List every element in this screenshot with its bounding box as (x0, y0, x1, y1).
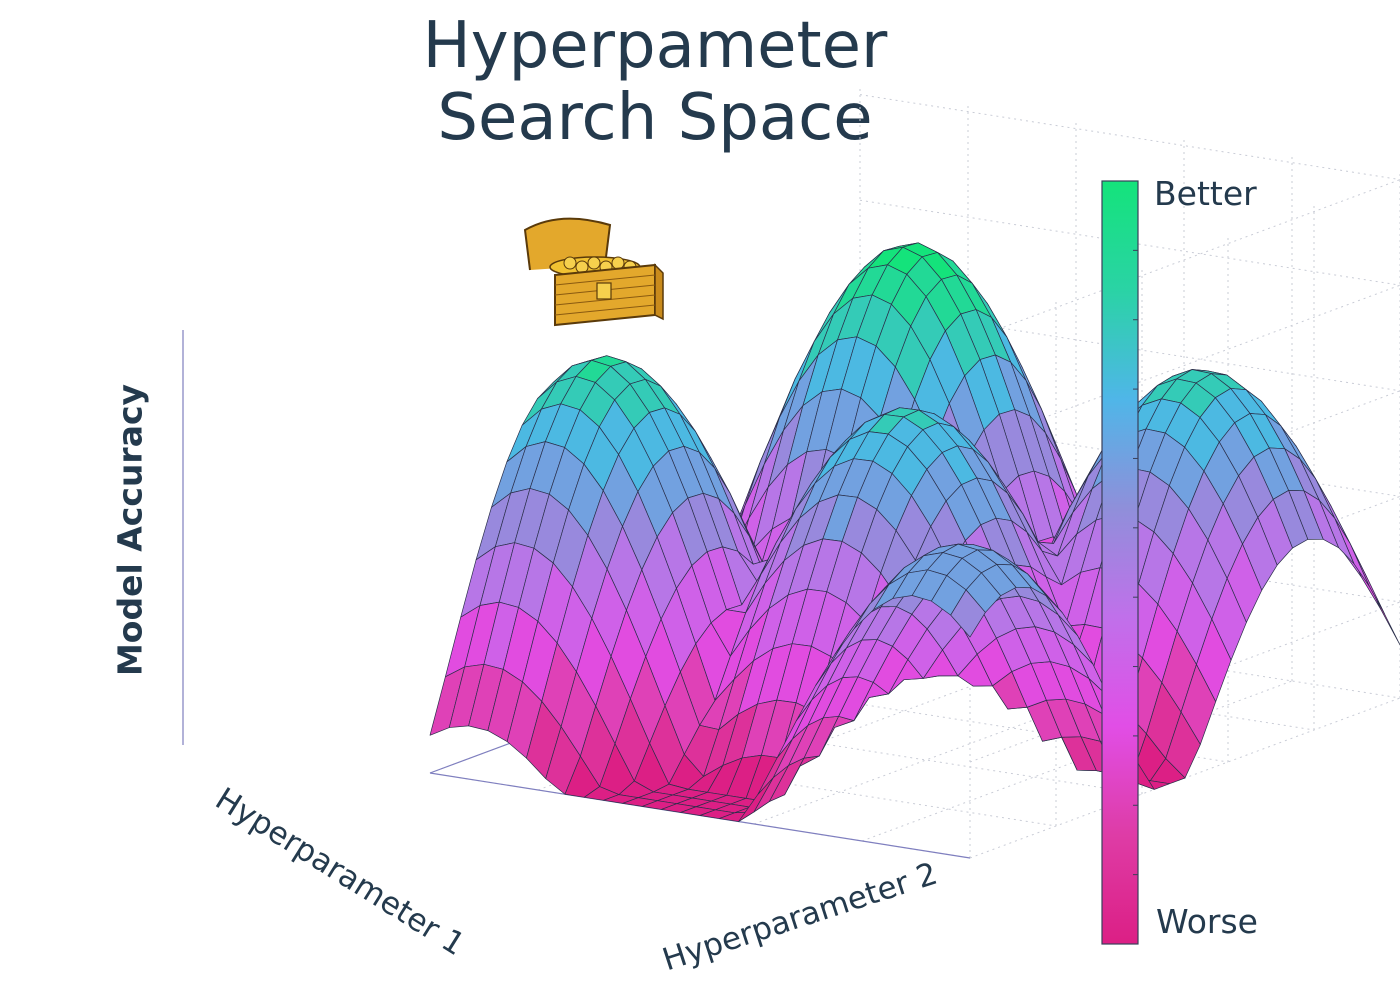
colorbar-top-label: Better (1154, 174, 1257, 213)
title-line-1: Hyperpameter (422, 9, 888, 83)
z-axis-label: Model Accuracy (110, 383, 150, 677)
colorbar (1101, 180, 1139, 945)
accuracy-surface (429, 242, 1400, 822)
treasure-chest-icon (523, 217, 664, 327)
chart-title: Hyperpameter Search Space (0, 10, 1310, 154)
title-line-2: Search Space (437, 81, 873, 155)
colorbar-bottom-label: Worse (1156, 902, 1258, 941)
